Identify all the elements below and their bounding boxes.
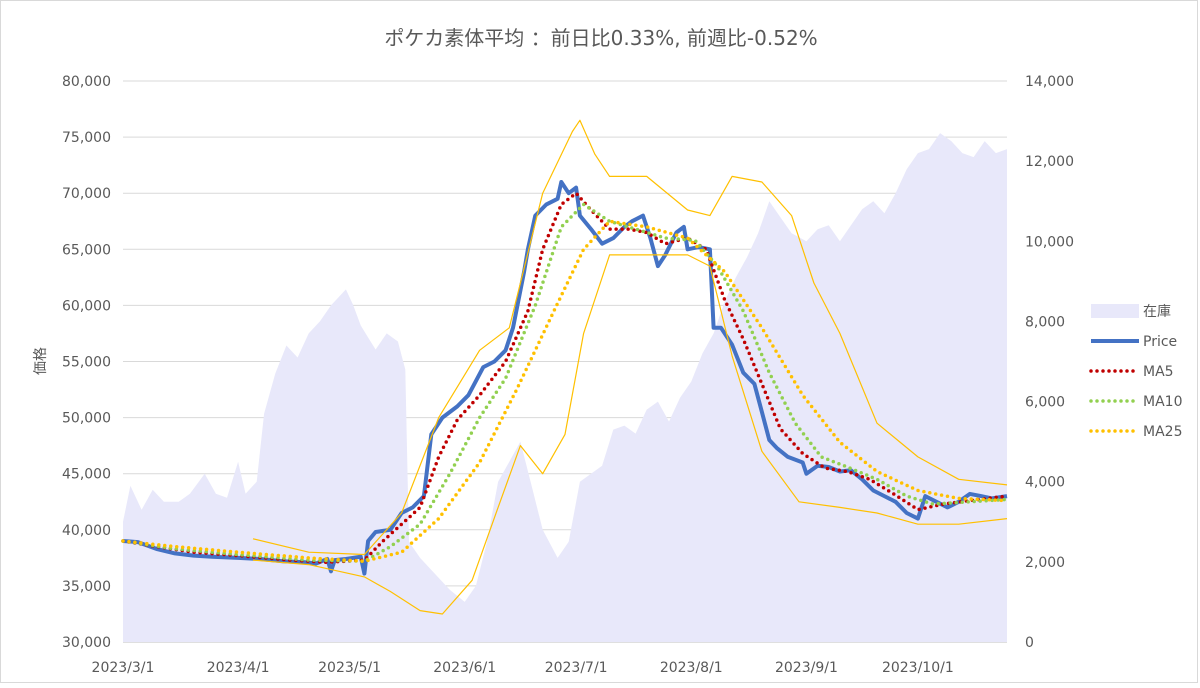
y2-tick-label: 0 (1025, 635, 1034, 651)
line-layer (121, 119, 1009, 615)
y2-tick-label: 12,000 (1025, 154, 1074, 170)
y-tick-label: 80,000 (62, 74, 111, 90)
y-tick-label: 45,000 (62, 467, 111, 483)
x-tick-label: 2023/3/1 (92, 660, 155, 676)
x-tick-label: 2023/8/1 (660, 660, 723, 676)
y2-tick-label: 8,000 (1025, 314, 1065, 330)
y2-tick-label: 14,000 (1025, 74, 1074, 90)
y-tick-label: 70,000 (62, 186, 111, 202)
area-layer (123, 133, 1007, 642)
y-tick-label: 35,000 (62, 579, 111, 595)
x-tick-label: 2023/7/1 (545, 660, 608, 676)
y-tick-label: 40,000 (62, 523, 111, 539)
legend-label-price: Price (1143, 334, 1177, 350)
y2-tick-label: 4,000 (1025, 475, 1065, 491)
legend-label-ma10: MA10 (1143, 394, 1182, 410)
x-tick-label: 2023/6/1 (433, 660, 496, 676)
y-tick-label: 30,000 (62, 635, 111, 651)
y-tick-label: 60,000 (62, 298, 111, 314)
series-line-band-upper (252, 119, 1008, 556)
y-tick-label: 55,000 (62, 355, 111, 371)
series-line-band-lower (252, 254, 1008, 615)
y-axis-label: 価格 (33, 347, 49, 375)
y-tick-label: 65,000 (62, 242, 111, 258)
y-tick-label: 50,000 (62, 411, 111, 427)
x-tick-label: 2023/10/1 (882, 660, 954, 676)
legend-label-ma25: MA25 (1143, 424, 1182, 440)
legend-label-ma5: MA5 (1143, 364, 1174, 380)
legend-label-stock: 在庫 (1143, 303, 1171, 320)
series-line-ma25 (121, 219, 1009, 563)
legend: 在庫 Price MA5 MA10 MA25 (1089, 303, 1182, 440)
y-tick-label: 75,000 (62, 130, 111, 146)
y2-tick-label: 6,000 (1025, 395, 1065, 411)
y2-tick-label: 2,000 (1025, 555, 1065, 571)
x-tick-label: 2023/5/1 (318, 660, 381, 676)
series-line-price (122, 180, 1008, 576)
series-line-ma5 (121, 191, 1009, 565)
x-tick-label: 2023/9/1 (775, 660, 838, 676)
x-tick-label: 2023/4/1 (207, 660, 270, 676)
series-line-ma10 (121, 202, 1009, 563)
series-area-stock (123, 133, 1007, 642)
legend-swatch-stock (1091, 304, 1139, 318)
right-axis: 0 2,000 4,000 6,000 8,000 10,000 12,000 14,000 (1025, 74, 1074, 651)
y2-tick-label: 10,000 (1025, 234, 1074, 250)
x-axis: 2023/3/1 2023/4/1 2023/5/1 2023/6/1 2023/7/1… (92, 660, 954, 676)
chart-title: ポケカ素体平均 ：前日比0.33%, 前週比-0.52% (384, 26, 817, 50)
left-axis: 30,000 35,000 40,000 45,000 50,000 55,000 60,0… (62, 74, 111, 651)
